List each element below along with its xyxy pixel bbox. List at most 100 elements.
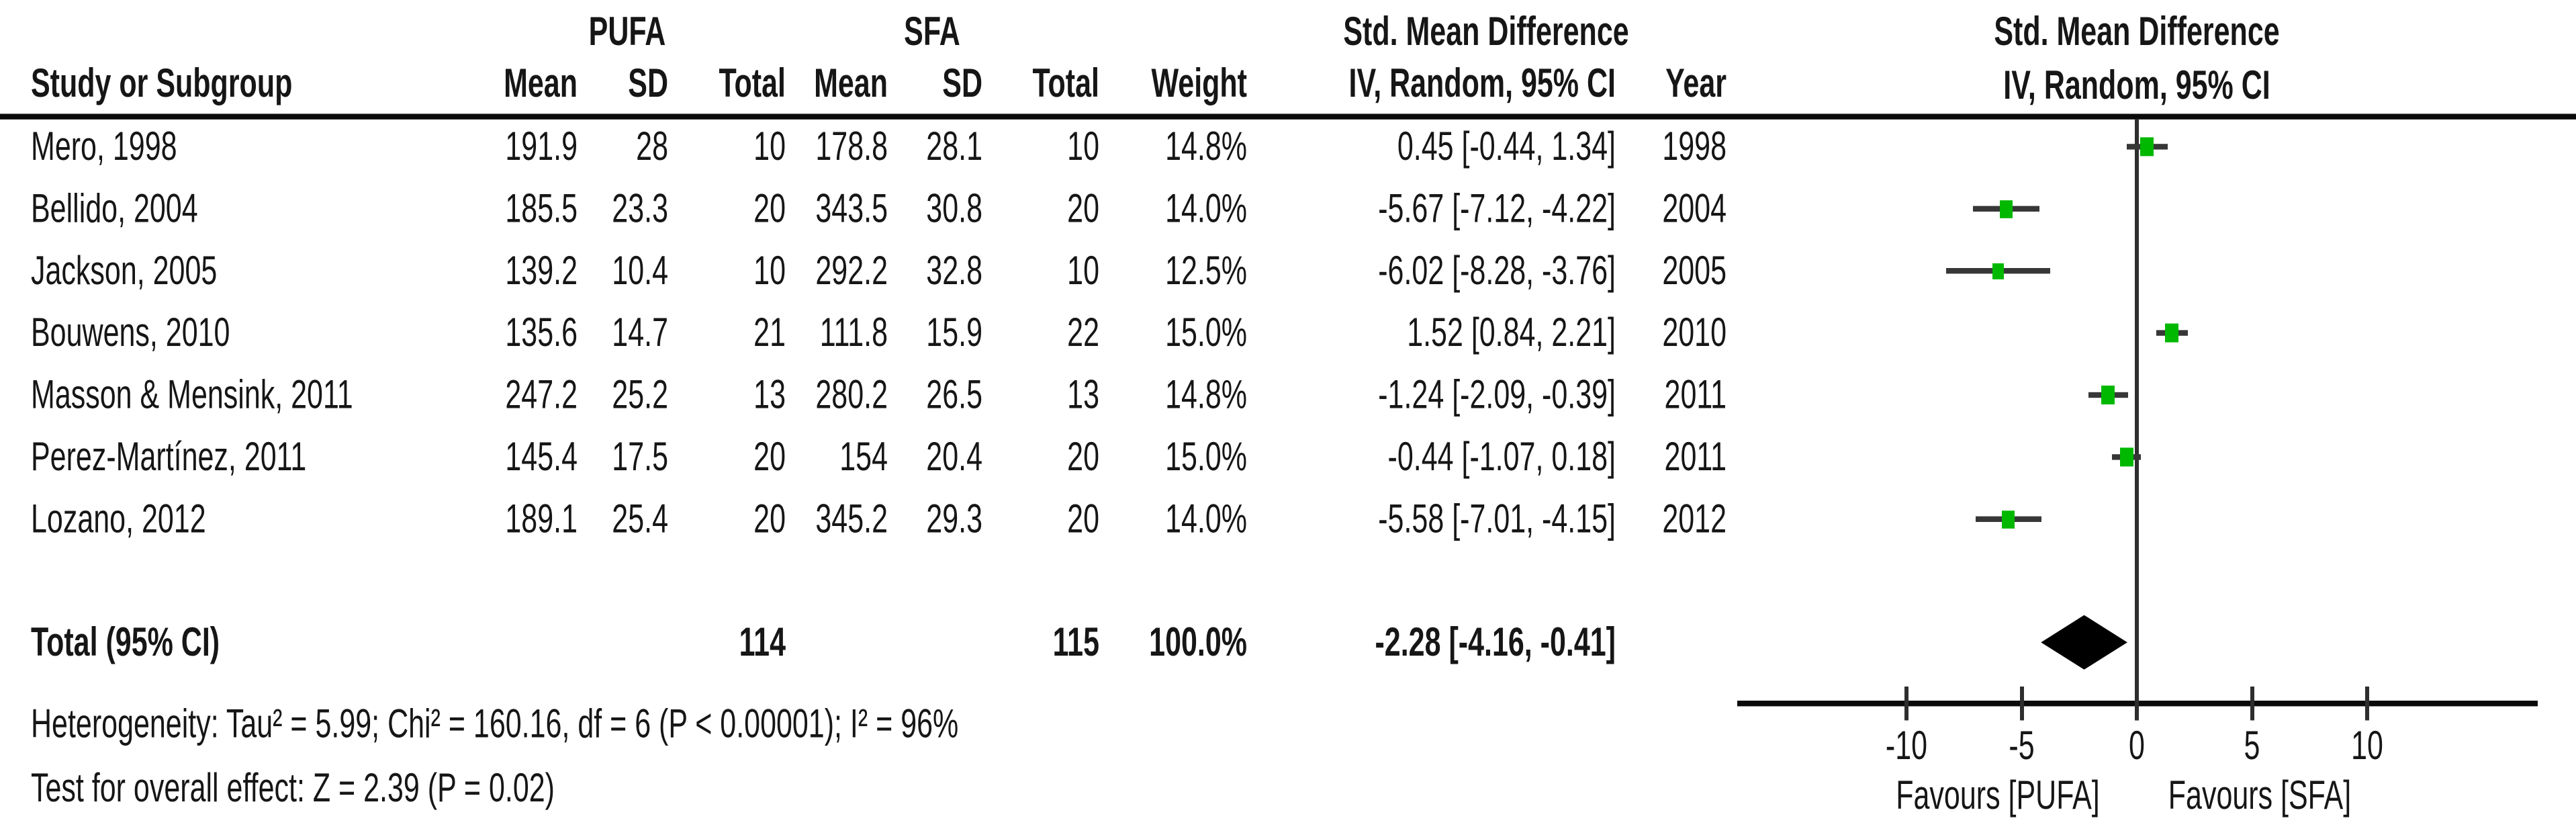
pufa-total: 13: [753, 372, 786, 419]
weight: 15.0%: [1165, 310, 1247, 356]
col-pufa-sd: SD: [628, 61, 668, 107]
pufa-sd: 14.7: [612, 310, 668, 356]
pufa-mean: 247.2: [505, 372, 578, 419]
pufa-mean: 191.9: [505, 124, 578, 170]
weight: 15.0%: [1165, 435, 1247, 480]
weight: 12.5%: [1165, 249, 1247, 294]
table-row: Mero, 1998 191.9 28 10 178.8 28.1 10 14.8% 0.45 …: [0, 126, 2576, 168]
col-year: Year: [1665, 61, 1727, 107]
total-ci-text: -2.28 [-4.16, -0.41]: [1375, 619, 1616, 665]
col-sfa-total: Total: [1032, 61, 1099, 107]
pufa-total: 10: [753, 249, 786, 294]
group-header-smd-left: Std. Mean Difference: [1343, 9, 1629, 55]
study-name: Jackson, 2005: [31, 249, 218, 294]
year: 1998: [1662, 124, 1727, 170]
axis-tick-label: -5: [2009, 723, 2035, 768]
col-method-left: IV, Random, 95% CI: [1348, 61, 1616, 107]
sfa-mean: 345.2: [815, 496, 888, 542]
pufa-mean: 145.4: [505, 435, 578, 480]
sfa-sd: 15.9: [926, 310, 982, 356]
weight: 14.8%: [1165, 124, 1247, 170]
col-sfa-mean: Mean: [814, 61, 888, 107]
pufa-sd: 23.3: [612, 186, 668, 232]
effect-square: [1992, 263, 2004, 279]
group-header-pufa: PUFA: [588, 9, 666, 55]
sfa-sd: 28.1: [926, 124, 982, 170]
header-divider: [0, 114, 2576, 120]
axis-tick: [2250, 687, 2254, 721]
sfa-sd: 26.5: [926, 372, 982, 419]
pufa-total: 20: [753, 435, 786, 480]
sfa-total: 10: [1067, 124, 1099, 170]
col-pufa-total: Total: [719, 61, 786, 107]
favours-pufa-label: Favours [PUFA]: [1896, 773, 2100, 818]
table-row: Bellido, 2004 185.5 23.3 20 343.5 30.8 20 14.0%…: [0, 189, 2576, 230]
effect-square: [2119, 447, 2133, 467]
pufa-mean: 135.6: [505, 310, 578, 356]
heterogeneity-text: Heterogeneity: Tau² = 5.99; Chi² = 160.1…: [31, 701, 959, 747]
axis-tick-label: 5: [2244, 723, 2260, 768]
year: 2005: [1662, 249, 1727, 294]
column-header-row: Study or Subgroup Mean SD Total Mean SD …: [0, 63, 2576, 105]
study-name: Perez-Martínez, 2011: [31, 435, 307, 480]
pufa-total: 20: [753, 186, 786, 232]
effect-square: [2000, 200, 2013, 218]
sfa-total: 20: [1067, 435, 1099, 480]
year: 2012: [1662, 496, 1727, 542]
effect-square: [2165, 324, 2179, 343]
pufa-mean: 139.2: [505, 249, 578, 294]
pufa-mean: 189.1: [505, 496, 578, 542]
overall-effect-text: Test for overall effect: Z = 2.39 (P = 0…: [31, 765, 555, 811]
study-name: Bellido, 2004: [31, 186, 198, 232]
total-sfa-n: 115: [1052, 619, 1099, 665]
year: 2011: [1664, 435, 1727, 480]
sfa-total: 20: [1067, 186, 1099, 232]
axis-tick-label: -10: [1885, 723, 1928, 768]
zero-line: [2135, 119, 2139, 721]
axis-tick-label: 0: [2129, 723, 2145, 768]
year: 2011: [1664, 372, 1727, 419]
effect-square: [2140, 137, 2154, 157]
col-method-right: IV, Random, 95% CI: [2003, 62, 2270, 108]
pufa-sd: 25.2: [612, 372, 668, 419]
pufa-total: 21: [753, 310, 786, 356]
year: 2004: [1662, 186, 1727, 232]
col-weight: Weight: [1151, 61, 1247, 107]
sfa-sd: 29.3: [926, 496, 982, 542]
ci-text: -6.02 [-8.28, -3.76]: [1378, 249, 1616, 294]
favours-sfa-label: Favours [SFA]: [2168, 773, 2352, 818]
total-weight: 100.0%: [1149, 619, 1247, 665]
col-sfa-sd: SD: [942, 61, 982, 107]
pufa-mean: 185.5: [505, 186, 578, 232]
total-pufa-n: 114: [739, 619, 786, 665]
group-header-smd-right: Std. Mean Difference: [1994, 9, 2280, 55]
group-header-sfa: SFA: [904, 9, 960, 55]
axis-tick-label: 10: [2351, 723, 2383, 768]
col-pufa-mean: Mean: [504, 61, 578, 107]
ci-text: -5.67 [-7.12, -4.22]: [1378, 186, 1616, 232]
pufa-total: 20: [753, 496, 786, 542]
axis-tick: [2135, 687, 2139, 721]
table-row: Masson & Mensink, 2011 247.2 25.2 13 280.2 26…: [0, 375, 2576, 416]
sfa-total: 22: [1067, 310, 1099, 356]
sfa-sd: 32.8: [926, 249, 982, 294]
study-name: Lozano, 2012: [31, 496, 206, 542]
sfa-total: 20: [1067, 496, 1099, 542]
sfa-total: 13: [1067, 372, 1099, 419]
ci-text: -1.24 [-2.09, -0.39]: [1378, 372, 1616, 419]
ci-text: 1.52 [0.84, 2.21]: [1407, 310, 1616, 356]
sfa-sd: 20.4: [926, 435, 982, 480]
ci-text: -5.58 [-7.01, -4.15]: [1378, 496, 1616, 542]
effect-square: [2101, 386, 2115, 405]
sfa-mean: 280.2: [815, 372, 888, 419]
sfa-mean: 111.8: [819, 310, 888, 356]
study-name: Mero, 1998: [31, 124, 177, 170]
weight: 14.8%: [1165, 372, 1247, 419]
sfa-mean: 178.8: [815, 124, 888, 170]
pufa-sd: 28: [636, 124, 668, 170]
ci-text: 0.45 [-0.44, 1.34]: [1397, 124, 1616, 170]
sfa-sd: 30.8: [926, 186, 982, 232]
pufa-total: 10: [753, 124, 786, 170]
col-study: Study or Subgroup: [31, 61, 293, 107]
